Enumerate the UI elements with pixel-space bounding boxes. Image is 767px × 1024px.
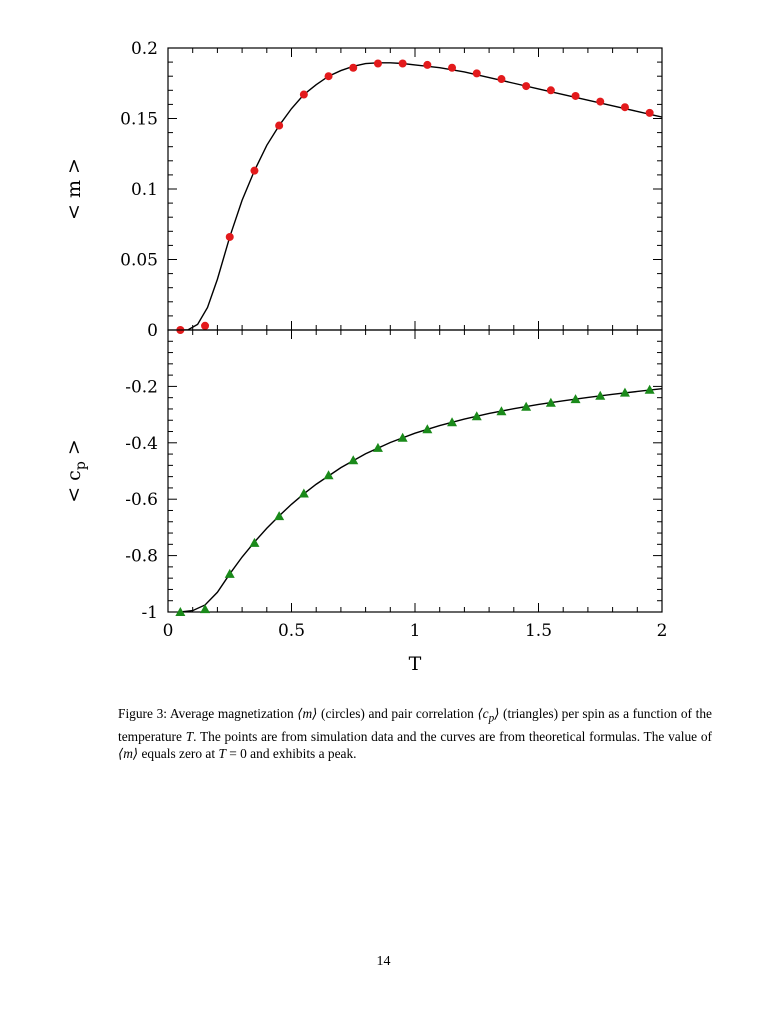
figure-caption: Figure 3: Average magnetization ⟨m⟩ (cir… xyxy=(118,705,712,762)
magnetization-frame xyxy=(167,47,663,331)
pair-correlation-data-point xyxy=(619,387,630,397)
magnetization-data-point xyxy=(497,75,506,84)
chart-svg: 0 0.05 0.1 0.15 0.2 < m > -1 -0.8 -0.6 -0.4 -0.2 < … xyxy=(63,39,668,675)
pair-correlation-data-point xyxy=(348,455,359,465)
pair-correlation-data-point xyxy=(496,406,507,416)
pair-correlation-xtick-label: 1.5 xyxy=(525,621,552,641)
pair-correlation-theory-curve xyxy=(180,387,662,612)
magnetization-data-point xyxy=(522,82,531,91)
pair-correlation-data-point xyxy=(422,424,433,434)
caption-symbol-m-2: ⟨m⟩ xyxy=(118,746,139,762)
pair-correlation-ytick-label: -0.6 xyxy=(125,490,158,510)
magnetization-data-point xyxy=(571,91,580,100)
pair-correlation-ytick-label: -0.8 xyxy=(125,547,158,567)
pair-correlation-ytick-label: -1 xyxy=(141,603,158,623)
caption-prefix: Figure 3: Average magnetization xyxy=(118,706,298,722)
pair-correlation-data-point xyxy=(397,432,408,442)
pair-correlation-ytick-label: -0.2 xyxy=(125,377,158,397)
pair-correlation-data-point xyxy=(545,397,556,407)
pair-correlation-xlabel: T xyxy=(409,653,422,675)
magnetization-data-point xyxy=(546,86,555,95)
magnetization-data-point xyxy=(201,321,210,330)
caption-text-4: . The points are from simulation data an… xyxy=(193,729,712,745)
pair-correlation-ylabel-tail: > xyxy=(63,439,85,461)
magnetization-panel: 0 0.05 0.1 0.15 0.2 < m > xyxy=(63,39,663,341)
magnetization-ylabel: < m > xyxy=(63,158,85,220)
pair-correlation-data-point xyxy=(200,604,211,614)
caption-symbol-m: ⟨m⟩ xyxy=(297,706,318,722)
caption-text-3: (triangles) per spin as a function of th… xyxy=(118,706,712,745)
magnetization-data-point xyxy=(349,63,358,72)
pair-correlation-xtick-label: 1 xyxy=(410,621,421,641)
pair-correlation-frame xyxy=(167,329,663,613)
magnetization-data-point xyxy=(423,60,432,69)
caption-cp-open: ⟨c xyxy=(477,706,489,722)
pair-correlation-data-point xyxy=(644,384,655,394)
pair-correlation-data-point xyxy=(175,607,186,616)
pair-correlation-panel: -1 -0.8 -0.6 -0.4 -0.2 < cp > 0 0.5 1 1.5 2 T xyxy=(63,329,668,675)
pair-correlation-data-point xyxy=(249,537,260,547)
magnetization-data-point xyxy=(250,166,259,175)
pair-correlation-data-point xyxy=(323,470,334,480)
magnetization-ytick-label: 0.05 xyxy=(120,251,158,271)
page-number: 14 xyxy=(376,954,391,969)
pair-correlation-data-point xyxy=(595,390,606,400)
caption-cp-close: ⟩ xyxy=(494,706,500,722)
pair-correlation-xtick-label: 0.5 xyxy=(278,621,305,641)
pair-correlation-data-point xyxy=(521,401,532,411)
magnetization-data-point xyxy=(645,108,654,117)
pair-correlation-xtick-label: 2 xyxy=(657,621,668,641)
magnetization-data-point xyxy=(299,90,308,99)
magnetization-ytick-label: 0.1 xyxy=(131,180,158,200)
caption-text-2: (circles) and pair correlation xyxy=(317,706,478,722)
caption-text-6: = 0 and exhibits a peak. xyxy=(225,746,357,762)
magnetization-data-point xyxy=(324,72,333,81)
magnetization-data-point xyxy=(620,103,629,112)
pair-correlation-xtick-label: 0 xyxy=(163,621,174,641)
pair-correlation-data-point xyxy=(447,417,458,427)
magnetization-data-point xyxy=(448,63,457,72)
caption-cp-sub: p xyxy=(488,713,495,726)
magnetization-data-point xyxy=(398,59,407,68)
magnetization-ytick-label: 0.15 xyxy=(120,110,158,130)
caption-symbol-t-2: T xyxy=(218,746,226,762)
pair-correlation-data-point xyxy=(570,394,581,404)
pair-correlation-data-point xyxy=(372,442,383,452)
pair-correlation-data-point xyxy=(224,568,235,578)
pair-correlation-data-point xyxy=(274,511,285,521)
magnetization-ytick-label: 0.2 xyxy=(131,39,158,59)
caption-symbol-t: T xyxy=(185,729,194,745)
pair-correlation-ytick-label: -0.4 xyxy=(125,434,158,454)
figure: 0 0.05 0.1 0.15 0.2 < m > -1 -0.8 -0.6 -0.4 -0.2 < … xyxy=(63,39,668,675)
magnetization-theory-curve xyxy=(180,62,662,330)
caption-symbol-cp: ⟨cp⟩ xyxy=(477,706,500,725)
pair-correlation-ylabel: < cp > xyxy=(63,439,89,503)
magnetization-data-point xyxy=(225,232,234,241)
magnetization-data-point xyxy=(275,121,284,130)
magnetization-data-point xyxy=(472,69,481,78)
pair-correlation-data-point xyxy=(298,488,309,498)
pair-correlation-data-point xyxy=(471,411,482,421)
magnetization-ytick-label: 0 xyxy=(147,321,158,341)
caption-text-5: equals zero at xyxy=(138,746,219,762)
magnetization-data-point xyxy=(596,97,605,106)
pair-correlation-ylabel-subscript: p xyxy=(73,461,89,470)
magnetization-data-point xyxy=(373,59,382,68)
